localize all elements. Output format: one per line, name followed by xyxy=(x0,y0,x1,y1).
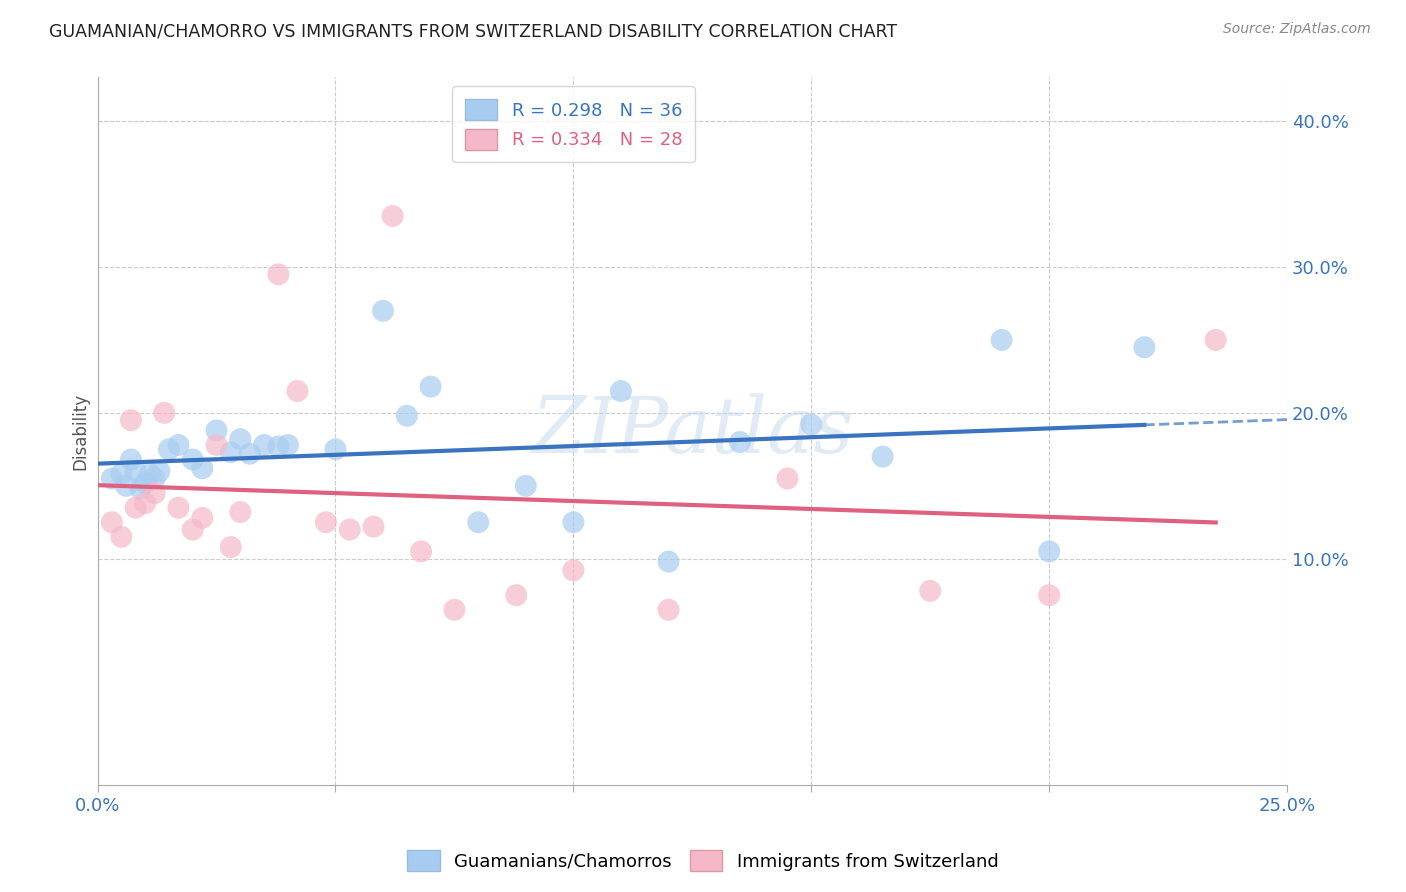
Point xyxy=(776,471,799,485)
Point xyxy=(253,438,276,452)
Text: GUAMANIAN/CHAMORRO VS IMMIGRANTS FROM SWITZERLAND DISABILITY CORRELATION CHART: GUAMANIAN/CHAMORRO VS IMMIGRANTS FROM SW… xyxy=(49,22,897,40)
Point xyxy=(134,496,156,510)
Point xyxy=(205,438,228,452)
Point xyxy=(110,467,132,482)
Point xyxy=(363,519,385,533)
Point xyxy=(728,435,751,450)
Point xyxy=(277,438,299,452)
Point xyxy=(229,432,252,446)
Point xyxy=(267,439,290,453)
Point xyxy=(339,523,361,537)
Point xyxy=(110,530,132,544)
Point xyxy=(124,500,146,515)
Point xyxy=(167,438,190,452)
Point xyxy=(610,384,633,398)
Point xyxy=(411,544,433,558)
Point xyxy=(443,603,465,617)
Point xyxy=(990,333,1012,347)
Text: ZIPatlas: ZIPatlas xyxy=(531,393,853,469)
Point xyxy=(148,464,170,478)
Point xyxy=(1133,340,1156,354)
Point xyxy=(191,461,214,475)
Point xyxy=(467,515,489,529)
Point xyxy=(267,268,290,282)
Point xyxy=(1038,544,1060,558)
Point xyxy=(515,479,537,493)
Point xyxy=(143,486,166,500)
Point xyxy=(505,588,527,602)
Text: Source: ZipAtlas.com: Source: ZipAtlas.com xyxy=(1223,22,1371,37)
Point xyxy=(143,471,166,485)
Point xyxy=(229,505,252,519)
Legend: Guamanians/Chamorros, Immigrants from Switzerland: Guamanians/Chamorros, Immigrants from Sw… xyxy=(401,843,1005,879)
Point xyxy=(657,555,679,569)
Point xyxy=(120,452,142,467)
Point xyxy=(157,442,180,457)
Point xyxy=(657,603,679,617)
Point xyxy=(239,447,262,461)
Point xyxy=(124,464,146,478)
Point xyxy=(134,475,156,490)
Point xyxy=(315,515,337,529)
Point xyxy=(1038,588,1060,602)
Point xyxy=(129,482,152,496)
Point xyxy=(287,384,309,398)
Point xyxy=(920,583,942,598)
Point xyxy=(381,209,404,223)
Point xyxy=(191,511,214,525)
Point xyxy=(800,417,823,432)
Point xyxy=(205,423,228,437)
Point xyxy=(167,500,190,515)
Point xyxy=(562,563,585,577)
Point xyxy=(101,471,124,485)
Point xyxy=(1205,333,1227,347)
Legend: R = 0.298   N = 36, R = 0.334   N = 28: R = 0.298 N = 36, R = 0.334 N = 28 xyxy=(451,87,695,162)
Point xyxy=(371,303,394,318)
Point xyxy=(120,413,142,427)
Y-axis label: Disability: Disability xyxy=(72,392,89,470)
Point xyxy=(325,442,347,457)
Point xyxy=(562,515,585,529)
Point xyxy=(419,379,441,393)
Point xyxy=(181,452,204,467)
Point xyxy=(219,540,242,554)
Point xyxy=(115,479,138,493)
Point xyxy=(181,523,204,537)
Point xyxy=(219,445,242,459)
Point xyxy=(101,515,124,529)
Point xyxy=(139,467,162,482)
Point xyxy=(153,406,176,420)
Point xyxy=(872,450,894,464)
Point xyxy=(395,409,418,423)
